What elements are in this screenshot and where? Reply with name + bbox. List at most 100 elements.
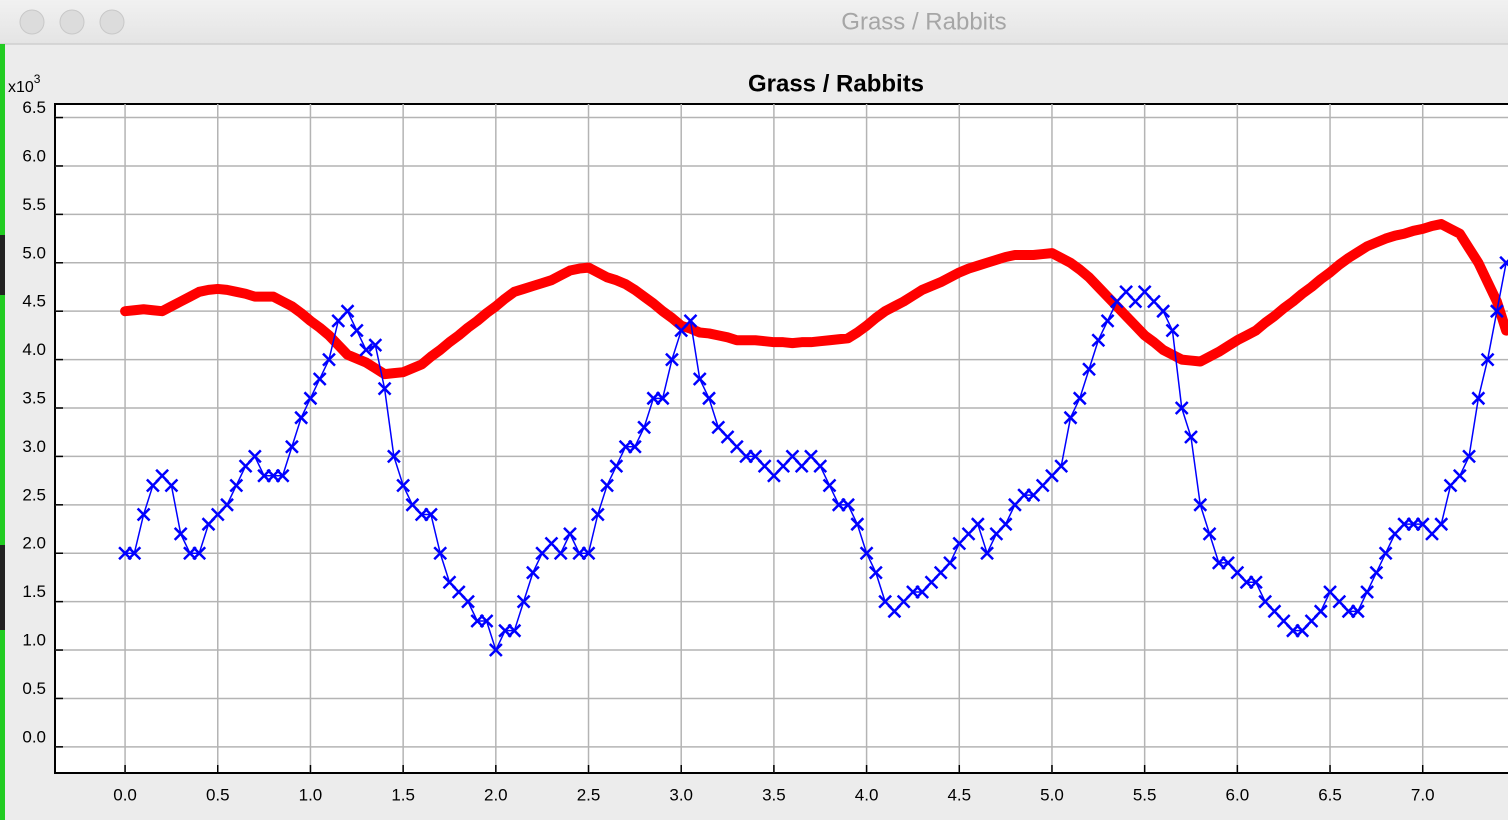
marker [247,449,262,464]
x-tick-label: 2.5 [577,785,601,804]
marker [1165,323,1180,338]
y-tick-label: 5.5 [22,195,46,214]
marker [526,565,540,580]
marker [859,546,874,561]
marker [424,507,438,522]
marker [637,420,652,435]
marker [563,526,577,541]
marker [1350,604,1365,619]
marker [1072,391,1087,406]
marker [1480,352,1495,367]
x-tick-label: 4.0 [855,785,879,804]
y-tick-label: 0.5 [22,679,46,698]
marker [192,546,207,561]
y-tick-label: 0.0 [22,727,46,746]
x-tick-label: 0.5 [206,785,230,804]
marker [312,372,327,386]
marker [692,372,707,386]
x-tick-label: 6.5 [1318,785,1342,804]
marker [850,517,865,532]
marker [229,478,244,493]
marker [433,546,448,561]
side-strip [0,44,5,820]
y-multiplier: x103 [8,72,41,96]
y-tick-label: 6.0 [22,146,46,165]
marker [461,594,475,609]
marker [1174,401,1189,415]
minimize-button[interactable] [59,9,85,35]
x-tick-label: 7.0 [1411,785,1435,804]
marker [702,391,716,406]
y-tick-label: 1.0 [22,631,46,650]
marker [1248,575,1263,590]
y-tick-label: 5.0 [22,243,46,262]
marker [1471,391,1486,406]
marker [1462,449,1476,464]
series-layer [118,219,1508,657]
marker [220,497,234,512]
y-tick-label: 3.0 [22,437,46,456]
y-tick-label: 6.5 [22,98,46,117]
marker [488,643,503,657]
marker [1489,304,1504,319]
marker [609,459,624,473]
marker [600,478,614,493]
marker [998,517,1013,532]
marker [581,546,596,561]
marker [822,478,837,493]
marker [173,526,188,541]
marker [683,313,698,328]
marker [1100,313,1115,328]
marker [813,459,828,473]
marker [943,556,957,570]
marker [1378,546,1393,561]
x-tick-label: 6.0 [1226,785,1250,804]
x-tick-label: 4.5 [947,785,971,804]
marker [368,338,383,352]
x-tick-label: 1.5 [391,785,415,804]
window-title: Grass / Rabbits [841,8,1006,35]
marker [322,352,336,367]
y-tick-label: 4.5 [22,292,46,311]
close-button[interactable] [19,9,45,35]
y-multiplier-base: x10 [8,79,34,96]
marker [1082,362,1096,377]
marker [1091,333,1106,348]
marker [1452,468,1467,483]
x-tick-label: 0.0 [113,785,137,804]
marker [1369,565,1384,580]
marker [507,623,522,638]
marker [980,546,994,561]
marker [359,343,373,357]
marker [1156,304,1171,319]
y-tick-label: 3.5 [22,388,46,407]
marker [349,323,364,338]
marker [275,468,290,483]
marker [340,304,355,319]
x-tick-label: 3.0 [669,785,693,804]
marker [1054,459,1069,473]
x-tick-label: 2.0 [484,785,508,804]
marker [294,410,309,425]
marker [665,352,679,367]
y-multiplier-exponent: 3 [34,72,41,86]
marker [303,391,318,406]
marker [1360,585,1374,599]
marker [377,381,392,396]
title-bar [0,0,1508,44]
marker [627,439,642,454]
marker [1313,604,1328,619]
marker [655,391,670,406]
side-strip-mark [0,235,5,295]
marker [396,478,411,493]
marker [1434,517,1449,532]
plot-area [54,103,1508,774]
y-tick-label: 2.0 [22,534,46,553]
marker [1063,410,1078,425]
x-tick-label: 5.0 [1040,785,1064,804]
marker [386,449,401,464]
zoom-button[interactable] [99,9,125,35]
x-tick-label: 5.5 [1133,785,1157,804]
